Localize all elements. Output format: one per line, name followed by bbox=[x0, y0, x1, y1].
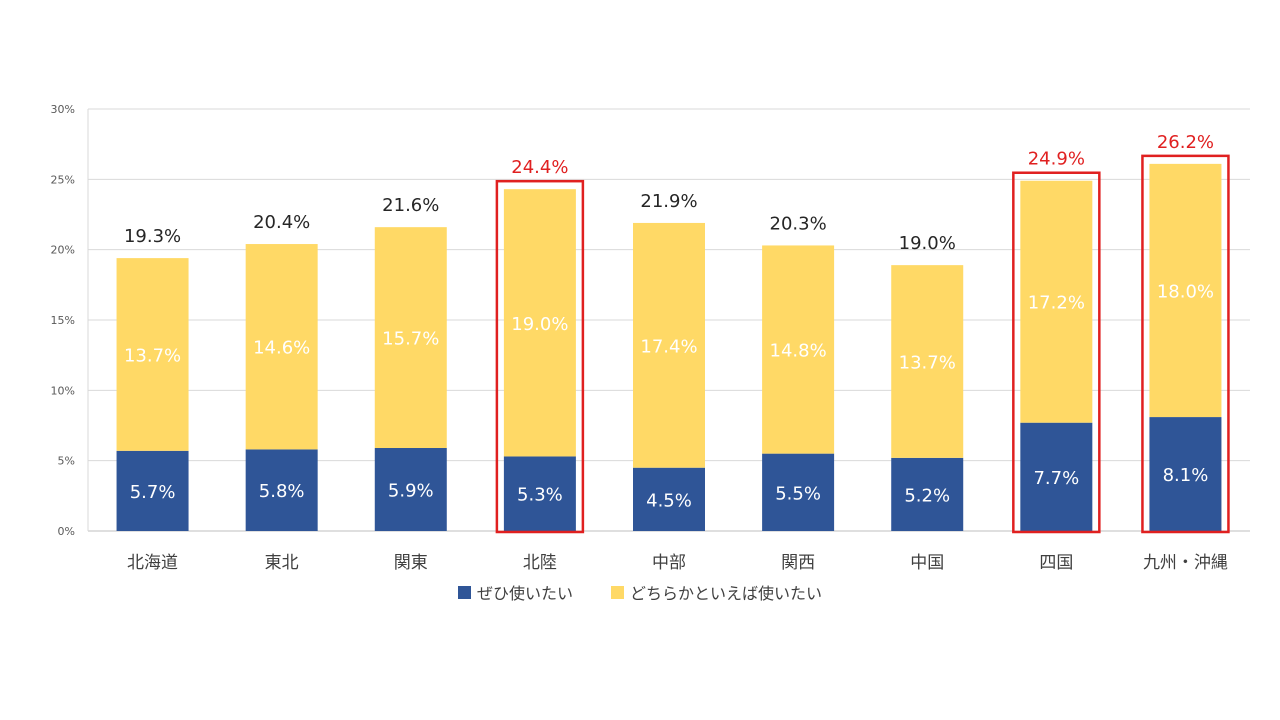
y-tick-label: 25% bbox=[51, 173, 75, 186]
data-label-series-2: 17.2% bbox=[1028, 293, 1085, 314]
category-label: 関西 bbox=[781, 553, 815, 573]
data-label-series-2: 19.0% bbox=[511, 314, 568, 335]
y-tick-label: 5% bbox=[58, 455, 75, 468]
y-tick-label: 30% bbox=[51, 103, 75, 116]
total-label: 21.9% bbox=[640, 191, 697, 212]
total-label: 24.4% bbox=[511, 157, 568, 178]
data-label-series-1: 8.1% bbox=[1163, 465, 1209, 486]
category-label: 北海道 bbox=[127, 553, 178, 573]
total-label: 19.0% bbox=[899, 233, 956, 254]
data-label-series-1: 5.8% bbox=[259, 481, 305, 502]
category-label: 九州・沖縄 bbox=[1143, 553, 1228, 573]
data-label-series-2: 14.8% bbox=[770, 341, 827, 362]
data-labels: 5.7% 13.7% 19.3% 5.8% 14.6% 20.4% 5.9% 15.7% 21.… bbox=[124, 132, 1230, 534]
total-label: 21.6% bbox=[382, 195, 439, 216]
bar-segment-series-1 bbox=[633, 467, 705, 531]
category-label: 東北 bbox=[265, 553, 299, 573]
bar-segment-series-1 bbox=[1020, 422, 1093, 531]
bar-segment-series-2 bbox=[891, 265, 964, 458]
data-label-series-1: 5.9% bbox=[388, 481, 434, 502]
data-label-series-2: 14.6% bbox=[253, 338, 310, 359]
data-label-series-1: 5.7% bbox=[130, 482, 176, 503]
bar-segment-series-1 bbox=[1149, 417, 1222, 531]
data-label-series-1: 7.7% bbox=[1033, 468, 1079, 489]
bar-segment-series-2 bbox=[116, 258, 189, 451]
y-tick-label: 20% bbox=[51, 244, 75, 257]
total-label: 20.4% bbox=[253, 212, 310, 233]
total-label: 19.3% bbox=[124, 226, 181, 247]
bar-segment-series-1 bbox=[503, 456, 576, 531]
data-label-series-2: 18.0% bbox=[1157, 281, 1214, 302]
legend-swatch-series-2 bbox=[611, 585, 624, 599]
bar-segment-series-1 bbox=[116, 450, 189, 531]
bar-segment-series-1 bbox=[245, 449, 318, 531]
total-label: 24.9% bbox=[1028, 149, 1085, 170]
category-label: 関東 bbox=[394, 553, 428, 573]
data-label-series-1: 5.5% bbox=[775, 483, 821, 504]
bar-segment-series-2 bbox=[374, 227, 447, 449]
bar-segment-series-2 bbox=[633, 222, 705, 468]
legend-item-series-2: どちらかといえば使いたい bbox=[611, 580, 822, 604]
data-label-series-2: 15.7% bbox=[382, 329, 439, 350]
category-label: 中部 bbox=[652, 553, 686, 573]
total-label: 26.2% bbox=[1157, 132, 1214, 153]
data-label-series-1: 5.2% bbox=[904, 485, 950, 506]
category-labels: 北海道 東北 関東 北陸 中部 関西 中国 四国 九州・沖縄 bbox=[127, 553, 1228, 573]
bar-segment-series-1 bbox=[374, 448, 447, 531]
data-label-series-1: 4.5% bbox=[646, 490, 692, 511]
data-label-series-2: 13.7% bbox=[124, 345, 181, 366]
bar-segment-series-2 bbox=[1149, 163, 1222, 418]
bar-segment-series-2 bbox=[245, 244, 318, 450]
data-label-series-1: 5.3% bbox=[517, 485, 563, 506]
y-tick-label: 0% bbox=[58, 525, 75, 538]
highlight-box bbox=[1141, 154, 1230, 534]
legend-item-series-1: ぜひ使いたい bbox=[457, 580, 573, 604]
legend-label-series-2: どちらかといえば使いたい bbox=[630, 584, 823, 603]
bar-segment-series-2 bbox=[503, 189, 576, 457]
legend-label-series-1: ぜひ使いたい bbox=[476, 584, 573, 603]
highlight-box bbox=[1012, 171, 1101, 534]
y-tick-label: 15% bbox=[51, 314, 75, 327]
category-label: 中国 bbox=[910, 553, 944, 573]
bar-segment-series-1 bbox=[891, 457, 964, 531]
legend: ぜひ使いたい どちらかといえば使いたい bbox=[0, 580, 1280, 604]
bar-segment-series-2 bbox=[1020, 180, 1093, 423]
bars bbox=[116, 163, 1222, 531]
category-label: 北陸 bbox=[523, 553, 557, 573]
total-label: 20.3% bbox=[770, 213, 827, 234]
data-label-series-2: 13.7% bbox=[899, 352, 956, 373]
legend-swatch-series-1 bbox=[457, 585, 471, 599]
bar-segment-series-1 bbox=[762, 453, 835, 531]
y-axis-ticks: 0% 5% 10% 15% 20% 25% 30% bbox=[51, 103, 75, 538]
y-tick-label: 10% bbox=[51, 384, 75, 397]
bar-segment-series-2 bbox=[762, 245, 835, 454]
data-label-series-2: 17.4% bbox=[640, 336, 697, 357]
category-label: 四国 bbox=[1039, 553, 1073, 573]
highlight-box bbox=[495, 179, 585, 534]
